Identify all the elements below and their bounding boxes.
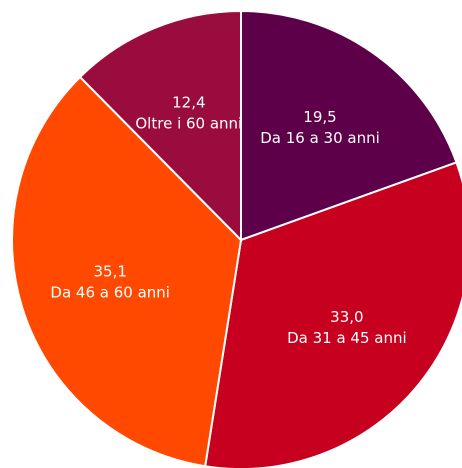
slice-category-label: Da 16 a 30 anni [260,129,380,147]
pie-slice [204,161,462,468]
pie-slice [240,9,458,242]
slice-category-label: Da 46 a 60 anni [50,284,170,302]
pie-slice [11,75,243,468]
slice-value-label: 19,5 [303,108,336,126]
pie-slice [78,9,242,243]
slice-value-label: 33,0 [330,308,363,326]
slice-category-label: Da 31 a 45 anni [287,329,407,347]
slice-category-label: Oltre i 60 anni [135,114,242,132]
slice-value-label: 12,4 [172,93,205,111]
slice-value-label: 35,1 [93,263,126,281]
